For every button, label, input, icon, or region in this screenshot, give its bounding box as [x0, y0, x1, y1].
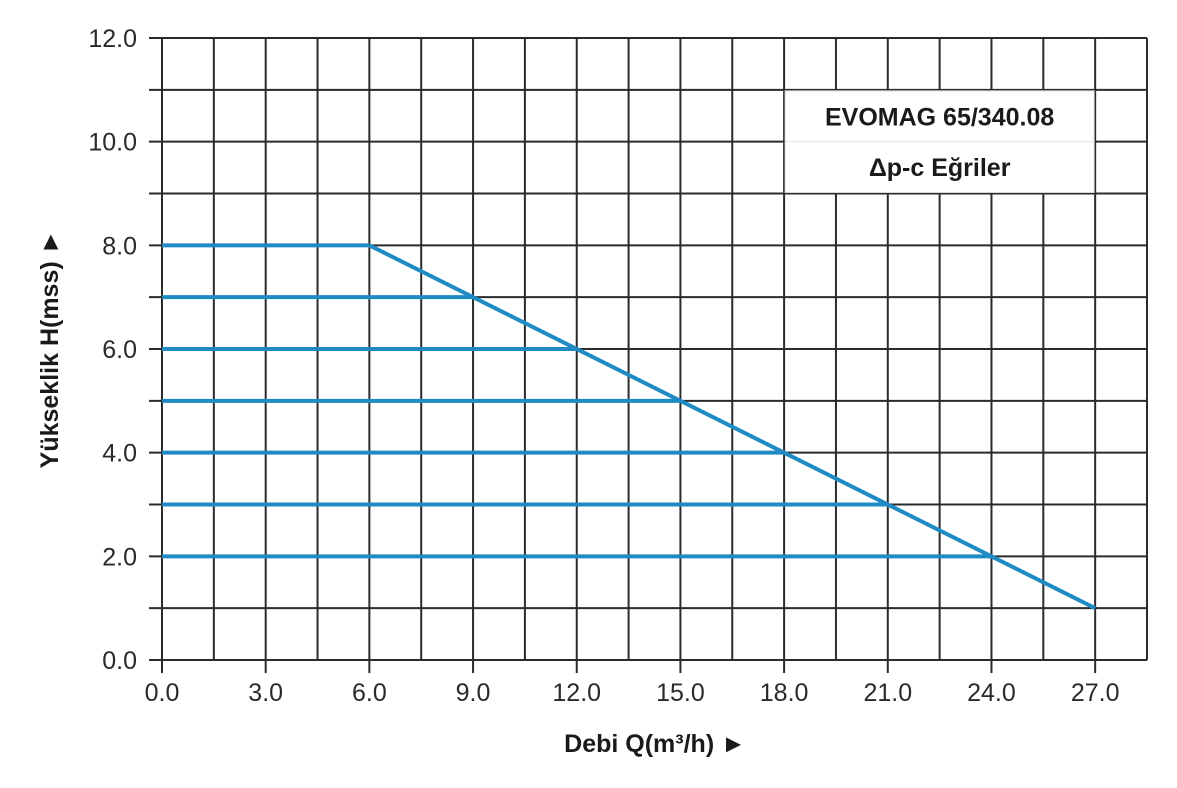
- y-tick-label: 0.0: [102, 647, 137, 675]
- x-tick-label: 27.0: [1071, 679, 1120, 707]
- y-tick-label: 12.0: [88, 25, 137, 53]
- y-tick-label: 2.0: [102, 543, 137, 571]
- x-axis-title: Debi Q(m³/h) ►: [564, 730, 746, 758]
- y-axis-title: Yükseklik H(mss) ►: [36, 230, 64, 469]
- x-tick-label: 6.0: [352, 679, 387, 707]
- x-tick-label: 15.0: [656, 679, 705, 707]
- title-box: EVOMAG 65/340.08 Δp-c Eğriler: [784, 90, 1095, 193]
- x-tick-label: 3.0: [248, 679, 283, 707]
- curve-line: [368, 243, 1097, 610]
- curve-series: [162, 243, 1097, 610]
- y-tick-label: 6.0: [102, 336, 137, 364]
- x-tick-label: 9.0: [456, 679, 491, 707]
- y-tick-label: 8.0: [102, 232, 137, 260]
- chart-title: EVOMAG 65/340.08: [825, 103, 1054, 131]
- y-tick-label: 4.0: [102, 440, 137, 468]
- y-tick-label: 10.0: [88, 129, 137, 157]
- y-axis-tick-labels: 0.0 2.0 4.0 6.0 8.0 10.0 12.0: [88, 25, 137, 675]
- x-tick-label: 24.0: [967, 679, 1016, 707]
- chart-subtitle: Δp-c Eğriler: [869, 154, 1011, 182]
- x-tick-label: 12.0: [552, 679, 601, 707]
- x-axis-tick-labels: 0.0 3.0 6.0 9.0 12.0 15.0 18.0 21.0 24.0 27.0: [145, 679, 1120, 707]
- x-tick-label: 18.0: [760, 679, 809, 707]
- x-tick-label: 0.0: [145, 679, 180, 707]
- x-tick-label: 21.0: [863, 679, 912, 707]
